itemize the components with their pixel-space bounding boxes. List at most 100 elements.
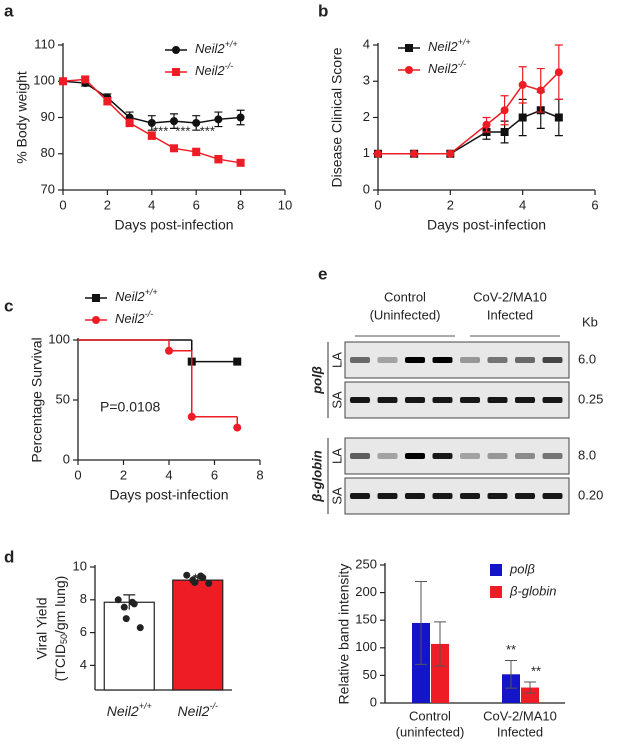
- legend-swatch: [490, 586, 502, 598]
- data-point: [500, 128, 509, 136]
- gel-band: [487, 493, 508, 499]
- superscript: +/+: [139, 701, 152, 711]
- y-tick-label: 2: [363, 109, 370, 124]
- legend-label: Neil2+/+: [115, 287, 158, 304]
- data-point: [147, 118, 156, 127]
- y-axis-label: % Body weight: [14, 71, 30, 164]
- y-tick-label: 80: [41, 145, 55, 160]
- gel-band: [405, 397, 425, 403]
- data-point: [500, 106, 509, 115]
- gel-band: [515, 397, 535, 403]
- bar: [431, 643, 449, 703]
- panel-letter: d: [4, 547, 14, 566]
- data-point: [518, 113, 527, 122]
- x-tick-label: 0: [74, 467, 81, 482]
- data-point: [130, 600, 138, 608]
- y-tick-label: 1: [363, 145, 370, 160]
- row-label: LA: [329, 352, 344, 368]
- row-label: SA: [329, 391, 344, 409]
- legend-marker: [172, 68, 180, 76]
- y-tick-label: 3: [363, 73, 370, 88]
- x-tick-label: 8: [237, 197, 244, 212]
- x-tick-label: (uninfected): [396, 724, 465, 739]
- legend-marker: [92, 316, 100, 324]
- panel-letter: a: [4, 1, 14, 20]
- gel-band: [460, 357, 480, 363]
- y-tick-label: 0: [63, 451, 70, 466]
- data-point: [59, 77, 67, 86]
- superscript: -/-: [145, 309, 154, 319]
- significance: **: [506, 642, 516, 657]
- gel-band: [350, 493, 370, 499]
- unit-label: Kb: [582, 314, 598, 329]
- gel-band: [542, 493, 563, 499]
- gel-band: [460, 493, 480, 499]
- data-point: [554, 113, 563, 122]
- data-point: [374, 149, 382, 158]
- data-point: [192, 118, 201, 127]
- band-size: 0.20: [578, 487, 603, 502]
- gel-band: [377, 357, 398, 363]
- gel-band: [377, 453, 398, 459]
- gel-band: [542, 397, 563, 403]
- significance: ***: [153, 123, 168, 138]
- text-part: Neil2: [115, 289, 145, 304]
- x-tick-label: 2: [104, 197, 111, 212]
- panel-letter: c: [4, 296, 13, 315]
- data-point: [536, 86, 545, 95]
- y-tick-label: 100: [33, 73, 55, 88]
- data-point: [114, 596, 122, 604]
- gel-band: [515, 493, 535, 499]
- data-point: [187, 412, 196, 421]
- superscript: -/-: [225, 61, 234, 71]
- panel-letter: e: [318, 264, 327, 283]
- data-point: [125, 118, 134, 127]
- gel-band: [432, 397, 453, 403]
- data-point: [410, 149, 419, 158]
- x-tick-label: 6: [211, 467, 218, 482]
- gel-band: [487, 357, 508, 363]
- y-tick-label: 0: [370, 694, 377, 709]
- superscript: +/+: [225, 39, 238, 49]
- legend-label: Neil2-/-: [115, 309, 153, 326]
- significance: **: [531, 663, 541, 678]
- text-part: Neil2: [428, 39, 458, 54]
- x-tick-label: CoV-2/MA10: [483, 708, 557, 723]
- legend-marker: [92, 294, 100, 302]
- gel-band: [460, 453, 480, 459]
- gel-band: [432, 357, 453, 363]
- data-point: [103, 97, 112, 106]
- y-tick-label: 4: [80, 657, 87, 672]
- band-size: 8.0: [578, 447, 596, 462]
- superscript: +/+: [145, 287, 158, 297]
- x-tick-label: 6: [591, 197, 598, 212]
- data-point: [446, 149, 455, 158]
- data-point: [236, 113, 245, 122]
- legend-marker: [405, 44, 413, 52]
- x-tick-label: 10: [278, 197, 292, 212]
- x-tick-label: 2: [120, 467, 127, 482]
- y-tick-label: 110: [34, 36, 55, 51]
- legend-label: Neil2-/-: [428, 59, 466, 76]
- data-point: [192, 147, 201, 156]
- gene-label: β-globin: [309, 450, 324, 502]
- y-axis-label: (TCID50/gm lung): [52, 576, 70, 682]
- x-tick-label: Neil2-/-: [178, 701, 218, 718]
- x-tick-label: 4: [148, 197, 155, 212]
- y-tick-label: 10: [73, 558, 87, 573]
- y-tick-label: 50: [363, 667, 377, 682]
- data-point: [233, 357, 242, 366]
- data-point: [136, 624, 144, 632]
- legend-label: polβ: [509, 561, 535, 576]
- significance: ***: [200, 123, 215, 138]
- data-point: [214, 155, 223, 164]
- gel-band: [542, 357, 563, 363]
- data-point: [205, 579, 213, 587]
- data-point: [81, 75, 90, 84]
- gene-label: polβ: [309, 366, 324, 395]
- gel-band: [350, 453, 370, 459]
- y-tick-label: 90: [41, 109, 55, 124]
- gel-band: [515, 357, 535, 363]
- data-point: [170, 117, 178, 126]
- data-point: [482, 120, 491, 129]
